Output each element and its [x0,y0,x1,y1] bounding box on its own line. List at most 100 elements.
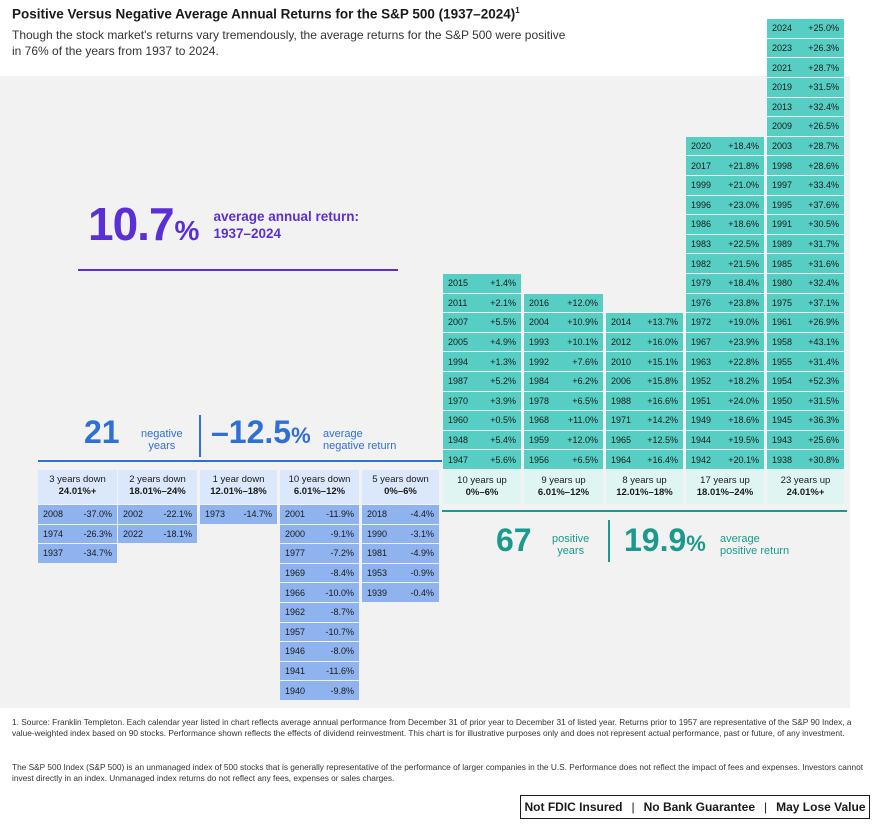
year-cell-1937: 1937 -34.7% [38,544,117,564]
year-label: 1960 [448,415,469,426]
column-header-label: 9 years up [541,475,586,486]
year-label: 2023 [772,43,793,54]
year-cell-1971: 1971 +14.2% [606,411,683,431]
year-cell-1956: 1956 +6.5% [524,450,603,470]
year-cell-1958: 1958 +43.1% [767,332,844,353]
year-cell-1943: 1943 +25.6% [767,430,844,451]
year-label: 1955 [772,356,793,367]
column-header-range: 18.01%–24% [129,486,186,497]
column-header-10-years-up: 10 years up 0%–6% [443,470,521,504]
index-footnote: The S&P 500 Index (S&P 500) is an unmana… [12,762,864,783]
year-cell-2007: 2007 +5.5% [443,313,521,333]
year-cell-1959: 1959 +12.0% [524,430,603,451]
average-return-underline [78,269,398,271]
year-label: 1991 [772,219,793,230]
average-return-callout: 10.7 % average annual return: 1937–2024 [88,200,359,248]
year-label: 2006 [611,376,632,387]
return-value: -11.6% [326,666,354,677]
column-header-label: 10 years up [457,475,507,486]
year-cell-2023: 2023 +26.3% [767,38,844,59]
year-label: 1969 [285,568,306,579]
year-label: 2022 [123,528,144,539]
year-label: 1951 [691,395,712,406]
year-label: 1974 [43,528,64,539]
year-cell-1955: 1955 +31.4% [767,352,844,372]
return-value: +19.5% [728,435,759,446]
year-label: 1942 [691,454,712,465]
return-value: -26.3% [83,528,112,539]
year-cell-1950: 1950 +31.5% [767,391,844,412]
return-value: +43.1% [808,337,839,348]
year-label: 1947 [448,454,469,465]
chart-title: Positive Versus Negative Average Annual … [12,6,520,22]
year-cell-1999: 1999 +21.0% [686,176,764,196]
year-cell-2024: 2024 +25.0% [767,19,844,39]
year-cell-1977: 1977 -7.2% [280,544,359,564]
year-cell-1975: 1975 +37.1% [767,293,844,314]
year-cell-1982: 1982 +21.5% [686,254,764,274]
year-cell-1997: 1997 +33.4% [767,176,844,196]
year-label: 2004 [529,317,550,328]
return-value: +37.6% [808,199,839,210]
year-label: 2001 [285,509,306,520]
year-cell-2003: 2003 +28.7% [767,136,844,157]
return-value: +18.6% [728,415,759,426]
year-label: 1937 [43,548,64,559]
return-value: +31.7% [808,239,839,250]
year-cell-1996: 1996 +23.0% [686,195,764,216]
positive-summary-divider [608,520,610,562]
column-header-range: 24.01%+ [786,487,825,498]
year-cell-1953: 1953 -0.9% [362,563,439,584]
year-cell-2005: 2005 +4.9% [443,332,521,353]
year-label: 1958 [772,337,793,348]
year-cell-2016: 2016 +12.0% [524,293,603,314]
column-header-5-years-down: 5 years down 0%–6% [362,470,439,504]
disclaimer-not-fdic: Not FDIC Insured [524,800,623,814]
year-cell-1944: 1944 +19.5% [686,430,764,451]
year-cell-2001: 2001 -11.9% [280,505,359,525]
year-label: 1959 [529,435,550,446]
year-cell-2008: 2008 -37.0% [38,505,117,525]
year-cell-1947: 1947 +5.6% [443,450,521,470]
year-label: 1979 [691,278,712,289]
year-label: 1954 [772,376,793,387]
year-cell-1978: 1978 +6.5% [524,391,603,412]
year-cell-1990: 1990 -3.1% [362,524,439,545]
year-cell-2022: 2022 -18.1% [118,524,197,545]
year-cell-2019: 2019 +31.5% [767,78,844,98]
year-label: 1952 [691,376,712,387]
return-value: +26.9% [808,317,839,328]
column-header-label: 2 years down [129,474,186,485]
year-label: 1946 [285,646,306,657]
year-cell-1980: 1980 +32.4% [767,274,844,294]
return-value: +23.8% [728,297,759,308]
year-label: 1983 [691,239,712,250]
disclaimer-no-bank-guarantee: No Bank Guarantee [643,800,755,814]
year-cell-1968: 1968 +11.0% [524,411,603,431]
return-value: +31.5% [808,395,839,406]
column-header-label: 8 years up [622,475,667,486]
year-label: 1994 [448,356,469,367]
return-value: +16.4% [647,454,678,465]
year-label: 1982 [691,258,712,269]
return-value: +5.2% [490,376,516,387]
return-value: +30.8% [808,454,839,465]
year-label: 1948 [448,435,469,446]
year-cell-1963: 1963 +22.8% [686,352,764,372]
year-label: 1953 [367,568,388,579]
year-cell-2009: 2009 +26.5% [767,117,844,137]
return-value: -10.0% [325,587,354,598]
year-label: 1965 [611,435,632,446]
return-value: +7.6% [572,356,598,367]
negative-average-value: –12.5% [211,414,311,450]
average-return-unit: % [174,215,200,246]
return-value: -34.7% [83,548,112,559]
year-cell-2000: 2000 -9.1% [280,524,359,545]
return-value: -8.0% [330,646,354,657]
return-value: +12.0% [567,435,598,446]
year-cell-2017: 2017 +21.8% [686,156,764,176]
year-cell-1988: 1988 +16.6% [606,391,683,412]
return-value: +3.9% [490,395,516,406]
year-label: 1977 [285,548,306,559]
year-cell-1951: 1951 +24.0% [686,391,764,412]
